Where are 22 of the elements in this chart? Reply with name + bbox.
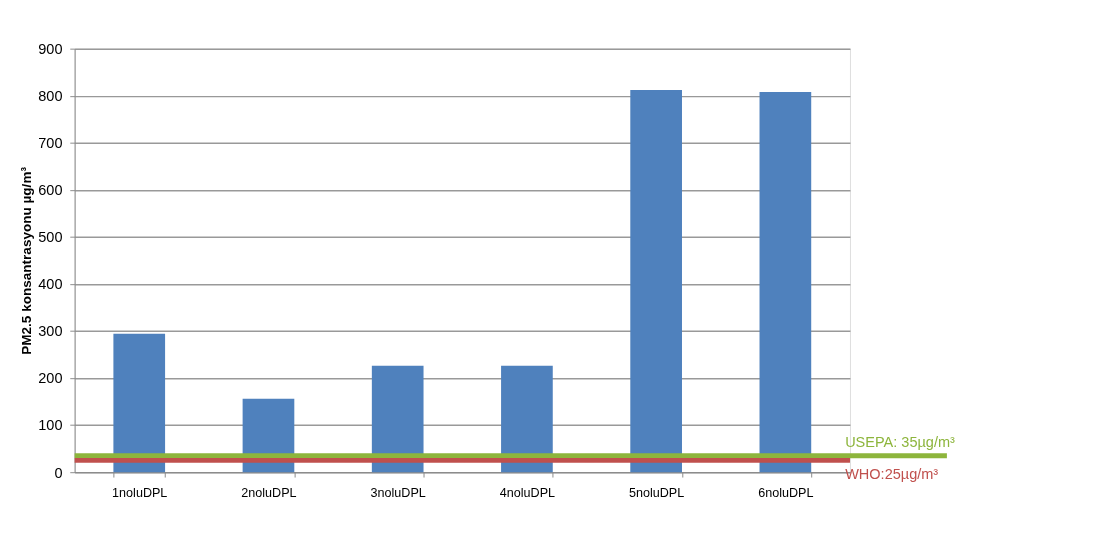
- x-tick-label: 1noluDPL: [112, 485, 168, 500]
- bar: [113, 333, 166, 473]
- ref-line-label: WHO:25µg/m³: [845, 465, 939, 482]
- y-tick-label: 100: [38, 417, 63, 434]
- ref-line-label: USEPA: 35µg/m³: [845, 434, 956, 451]
- x-tick-label: 2noluDPL: [241, 485, 297, 500]
- y-tick-label: 0: [54, 464, 63, 481]
- x-tick-label: 4noluDPL: [499, 485, 556, 500]
- y-tick-label: 500: [38, 229, 63, 246]
- y-tick-label: 800: [38, 88, 63, 105]
- y-tick-label: 400: [38, 276, 63, 293]
- x-tick-label: 3noluDPL: [370, 485, 426, 500]
- y-tick-label: 900: [38, 41, 63, 57]
- bar: [630, 90, 682, 473]
- bar: [759, 91, 812, 473]
- x-tick-label: 6noluDPL: [758, 485, 814, 500]
- y-tick-label: 200: [38, 370, 63, 387]
- y-axis-title: PM2.5 konsantrasyonu µg/m³: [19, 166, 35, 355]
- y-tick-label: 600: [38, 182, 63, 199]
- y-tick-label: 700: [38, 135, 63, 152]
- y-tick-label: 300: [38, 323, 63, 340]
- x-tick-label: 5noluDPL: [629, 485, 685, 500]
